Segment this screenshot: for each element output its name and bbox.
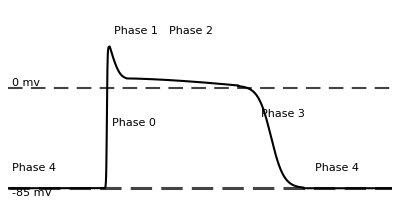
- Text: 0 mv: 0 mv: [12, 78, 40, 88]
- Text: -85 mV: -85 mV: [12, 188, 52, 198]
- Text: Phase 4: Phase 4: [12, 163, 56, 173]
- Text: Phase 1: Phase 1: [114, 26, 158, 36]
- Text: Phase 0: Phase 0: [112, 118, 156, 128]
- Text: Phase 4: Phase 4: [315, 163, 359, 173]
- Text: Phase 3: Phase 3: [262, 109, 305, 119]
- Text: Phase 2: Phase 2: [169, 26, 213, 36]
